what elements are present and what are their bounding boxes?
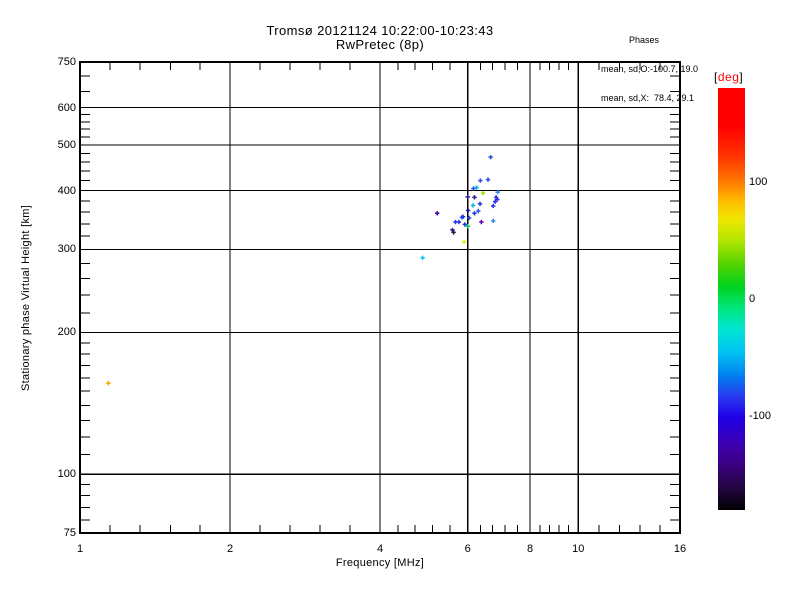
data-point (485, 177, 491, 182)
page-title: Tromsø 20121124 10:22:00-10:23:43 (266, 23, 494, 38)
x-tick-label: 6 (464, 543, 471, 555)
data-point (476, 208, 481, 214)
data-point (460, 214, 466, 219)
plot-frame (79, 61, 681, 534)
data-point (492, 199, 498, 204)
data-point (474, 185, 479, 190)
data-point (488, 154, 493, 160)
x-tick-label: 8 (526, 543, 534, 555)
y-tick-label: 400 (57, 184, 76, 197)
data-point (470, 203, 476, 208)
phase-stats-line-o: mean, sd,O:-100.7, 19.0 (601, 63, 699, 74)
colorbar-tick-label: -100 (749, 410, 772, 423)
title-block: Tromsø 20121124 10:22:00-10:23:43 RwPret… (80, 24, 680, 52)
y-tick-label: 750 (57, 56, 76, 68)
data-point (466, 215, 472, 221)
page-subtitle: RwPretec (8p) (335, 37, 425, 52)
data-point (420, 255, 425, 260)
x-axis-title: Frequency [MHz] (335, 557, 425, 569)
colorbar-unit-label: deg (717, 70, 740, 84)
y-tick-label: 300 (57, 243, 76, 256)
x-tick-label: 2 (226, 543, 234, 555)
data-point (465, 194, 470, 200)
data-point (461, 239, 467, 245)
colorbar (718, 88, 745, 510)
data-point (451, 230, 456, 235)
x-tick-label: 16 (673, 543, 687, 555)
phase-stats-line-x: mean, sd,X: 78.4, 29.1 (601, 92, 695, 103)
phase-stats-heading: Phases (629, 35, 660, 46)
colorbar-tick-label: 0 (749, 293, 756, 305)
data-point (456, 219, 462, 225)
data-point (465, 208, 471, 213)
data-point (472, 195, 477, 200)
colorbar-tick-label: 100 (749, 175, 768, 188)
x-tick-label: 10 (572, 543, 585, 555)
y-tick-label: 200 (57, 326, 76, 339)
colorbar-bracket-left: [ (714, 70, 718, 84)
data-point (465, 224, 470, 229)
phase-stats: Phases mean, sd,O:-100.7, 19.0 mean, sd,… (601, 17, 698, 123)
data-point (434, 211, 440, 216)
data-point (478, 178, 483, 183)
data-point (491, 203, 496, 209)
y-tick-label: 75 (63, 527, 76, 539)
y-axis-title: Stationary phase Virtual Height [km] (20, 204, 32, 391)
colorbar-title: [deg] (714, 70, 743, 84)
y-tick-label: 500 (57, 138, 76, 151)
data-point (462, 222, 468, 227)
colorbar-bracket-right: ] (739, 70, 744, 84)
y-tick-label: 100 (57, 468, 76, 481)
data-point (450, 227, 455, 233)
y-tick-label: 600 (57, 101, 76, 114)
x-tick-label: 1 (76, 543, 84, 555)
data-point (472, 211, 477, 216)
data-point (471, 186, 476, 191)
data-point (477, 201, 483, 206)
data-point (480, 190, 486, 196)
x-tick-label: 4 (376, 543, 384, 555)
data-point (491, 218, 496, 224)
data-point (495, 189, 500, 195)
data-point (106, 380, 111, 386)
data-point (479, 219, 484, 225)
